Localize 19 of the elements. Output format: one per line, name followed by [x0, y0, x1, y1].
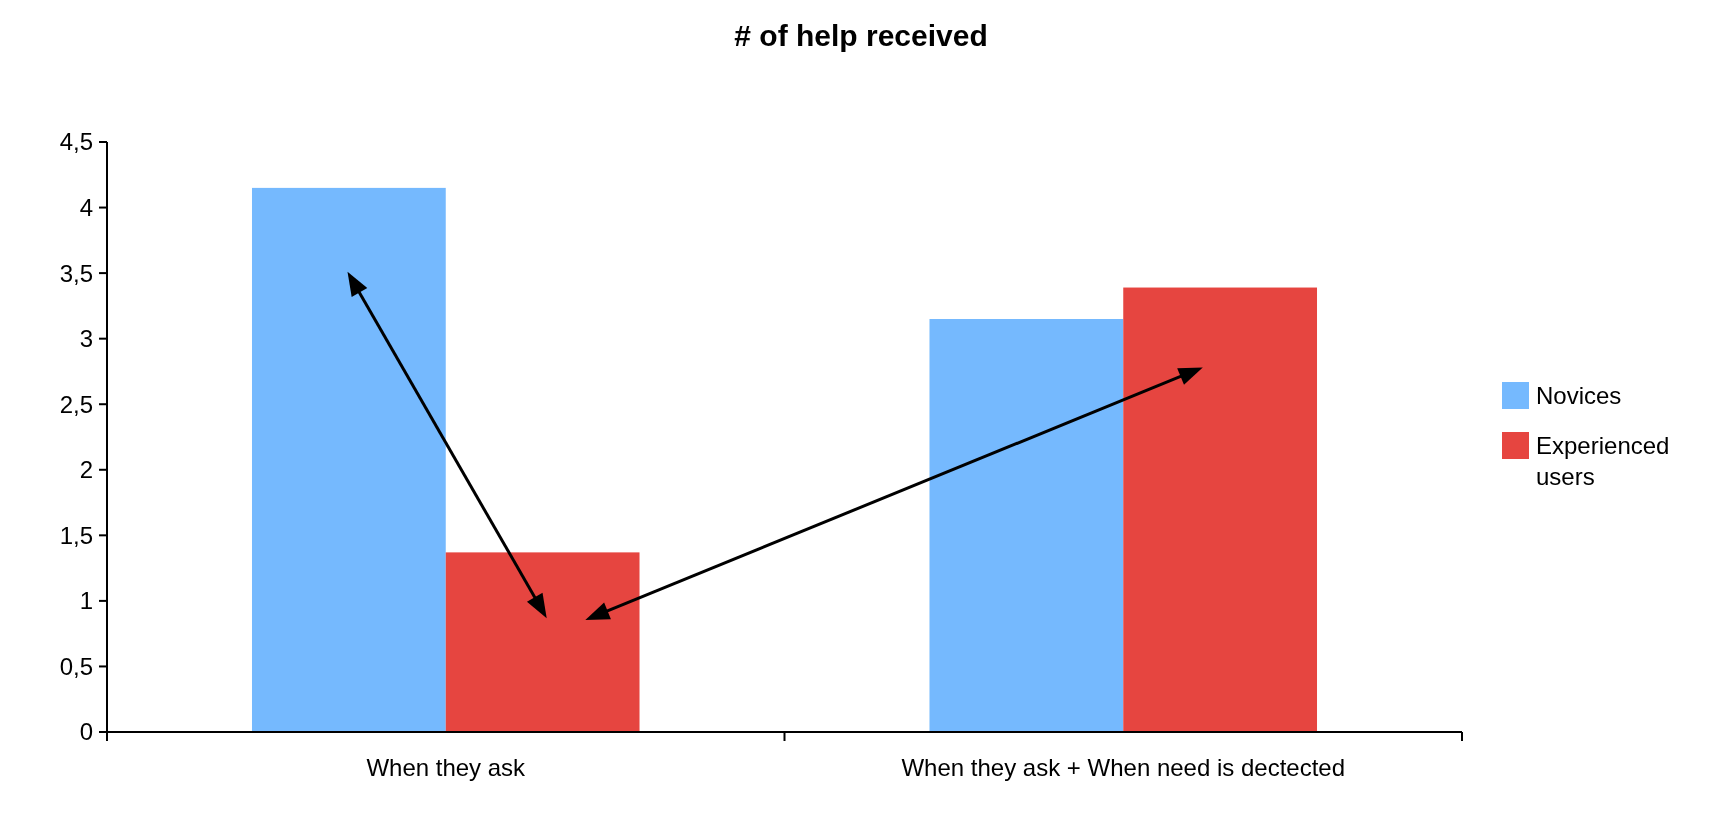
x-tick-label: When they ask — [366, 754, 527, 781]
y-tick-label: 2,5 — [59, 390, 93, 418]
legend-label: Novices — [1536, 382, 1622, 410]
bar — [1123, 287, 1318, 732]
y-tick-label: 1,5 — [59, 521, 93, 549]
x-tick-label: When they ask + When need is dectected — [901, 754, 1346, 781]
bar — [445, 552, 640, 732]
bar — [251, 187, 446, 732]
y-tick-label: 2 — [79, 456, 93, 484]
y-tick-label: 3,5 — [59, 259, 93, 287]
y-tick-label: 3 — [79, 325, 93, 353]
y-tick-label: 4 — [79, 193, 93, 221]
y-tick-label: 4,5 — [59, 128, 93, 156]
y-tick-label: 0 — [79, 718, 93, 746]
bar — [929, 319, 1124, 732]
chart-title: # of help received — [734, 19, 988, 52]
legend-label: Experienced users — [1536, 432, 1670, 491]
y-tick-label: 0,5 — [59, 652, 93, 680]
y-tick-label: 1 — [79, 587, 93, 615]
